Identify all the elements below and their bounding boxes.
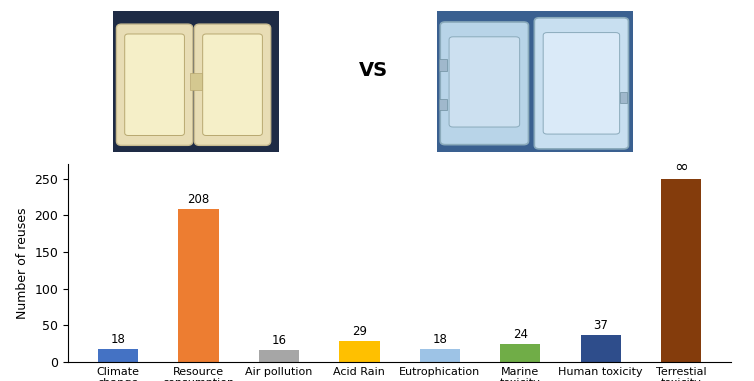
Bar: [179, 209, 219, 362]
Bar: [661, 179, 701, 362]
Bar: [500, 344, 541, 362]
Bar: [259, 350, 299, 362]
Bar: [440, 59, 447, 70]
Text: 16: 16: [271, 334, 287, 347]
Text: ∞: ∞: [674, 158, 688, 176]
FancyBboxPatch shape: [203, 34, 262, 136]
FancyBboxPatch shape: [116, 24, 193, 146]
Bar: [339, 341, 379, 362]
FancyBboxPatch shape: [195, 24, 271, 146]
Text: VS: VS: [359, 61, 388, 80]
Bar: [581, 335, 621, 362]
Bar: [620, 92, 627, 103]
Text: 37: 37: [593, 319, 608, 332]
Text: 18: 18: [111, 333, 126, 346]
Text: 24: 24: [513, 328, 528, 341]
FancyBboxPatch shape: [535, 18, 629, 149]
FancyBboxPatch shape: [449, 37, 520, 127]
Text: 29: 29: [352, 325, 367, 338]
Y-axis label: Number of reuses: Number of reuses: [16, 207, 29, 319]
FancyBboxPatch shape: [440, 22, 529, 145]
Bar: [98, 349, 138, 362]
Bar: [440, 99, 447, 110]
FancyBboxPatch shape: [543, 32, 620, 134]
Text: 208: 208: [188, 194, 210, 207]
Bar: [190, 74, 202, 90]
Bar: [420, 349, 460, 362]
FancyBboxPatch shape: [124, 34, 185, 136]
Text: 18: 18: [432, 333, 447, 346]
